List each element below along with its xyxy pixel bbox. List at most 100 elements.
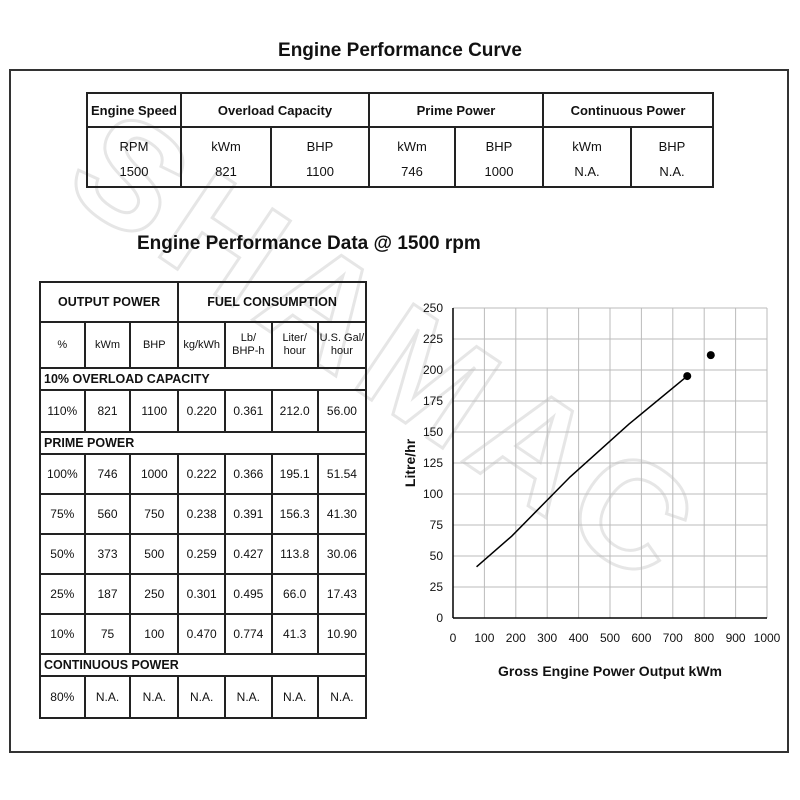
rating-header-prime: Prime Power [368,92,544,128]
y-tick-label: 175 [423,394,443,408]
rating-unit: BHP [270,126,370,164]
x-tick-label: 700 [663,631,683,645]
table-cell: 746 [83,453,132,495]
x-tick-label: 900 [726,631,746,645]
x-tick-label: 400 [569,631,589,645]
table-cell: 1100 [129,389,180,433]
table-cell: 0.427 [224,533,273,575]
perf-title: Engine Performance Data @ 1500 rpm [137,233,481,254]
column-header: kWm [83,321,132,369]
table-cell: 113.8 [270,533,319,575]
table-cell: 212.0 [270,389,319,433]
table-cell: 0.391 [224,493,273,535]
group-header-output: OUTPUT POWER [38,281,180,323]
table-cell: 0.361 [224,389,273,433]
table-cell: 30.06 [316,533,368,575]
y-tick-label: 200 [423,363,443,377]
x-tick-label: 1000 [754,631,781,645]
table-cell: 66.0 [270,573,319,615]
table-row: 25% 187 250 0.301 0.495 66.0 17.43 [39,573,368,615]
rating-value: N.A. [542,164,632,188]
rating-table: Engine Speed Overload Capacity Prime Pow… [86,92,714,188]
y-tick-label: 125 [423,456,443,470]
page-title: Engine Performance Curve [278,40,522,61]
performance-table: OUTPUT POWER FUEL CONSUMPTION % kWm BHP kg/… [38,281,368,719]
table-cell: 75% [39,493,86,535]
y-tick-label: 150 [423,425,443,439]
y-tick-label: 25 [430,580,444,594]
table-cell: 50% [39,533,86,575]
table-cell: 0.301 [177,573,227,615]
table-cell: 0.774 [224,613,273,655]
column-header: Liter/ hour [270,321,319,369]
table-cell: 250 [129,573,180,615]
table-cell: 80% [39,675,86,719]
x-axis-label: Gross Engine Power Output kWm [498,663,722,679]
rating-header-continuous: Continuous Power [542,92,714,128]
table-cell: N.A. [270,675,319,719]
table-row: 100% 746 1000 0.222 0.366 195.1 51.54 [39,453,368,495]
table-cell: 41.3 [270,613,319,655]
y-tick-label: 100 [423,487,443,501]
table-cell: 17.43 [316,573,368,615]
table-cell: 10.90 [316,613,368,655]
table-cell: 156.3 [270,493,319,535]
table-cell: 110% [39,389,86,433]
x-tick-label: 100 [474,631,494,645]
table-cell: 821 [83,389,132,433]
data-point [706,351,715,360]
rating-unit: kWm [368,126,456,164]
x-tick-label: 300 [537,631,557,645]
table-cell: 0.238 [177,493,227,535]
rating-value: 1100 [270,164,370,188]
table-cell: 25% [39,573,86,615]
x-tick-label: 500 [600,631,620,645]
column-header: U.S. Gal/ hour [316,321,368,369]
rating-header-overload: Overload Capacity [180,92,370,128]
y-tick-label: 225 [423,332,443,346]
table-cell: N.A. [129,675,180,719]
x-tick-label: 200 [506,631,526,645]
table-cell: N.A. [83,675,132,719]
content-frame [9,69,789,753]
y-tick-label: 75 [430,518,444,532]
table-cell: 187 [83,573,132,615]
y-tick-label: 250 [423,301,443,315]
table-cell: 75 [83,613,132,655]
table-cell: 750 [129,493,180,535]
table-row: 110% 821 1100 0.220 0.361 212.0 56.00 [39,389,368,433]
table-cell: N.A. [177,675,227,719]
table-row: 75% 560 750 0.238 0.391 156.3 41.30 [39,493,368,535]
table-cell: 51.54 [316,453,368,495]
table-cell: 1000 [129,453,180,495]
table-cell: N.A. [316,675,368,719]
column-header: kg/kWh [177,321,227,369]
column-header: BHP [129,321,180,369]
rating-value: 821 [180,164,272,188]
rating-value: N.A. [630,164,714,188]
table-cell: 500 [129,533,180,575]
rating-unit: kWm [542,126,632,164]
table-cell: 100% [39,453,86,495]
series-line [476,375,688,568]
table-cell: 0.366 [224,453,273,495]
table-cell: 100 [129,613,180,655]
table-cell: 56.00 [316,389,368,433]
table-cell: 0.470 [177,613,227,655]
rating-value: 1000 [454,164,544,188]
data-point [683,372,692,381]
table-row: 80% N.A. N.A. N.A. N.A. N.A. N.A. [39,675,368,719]
rating-unit: BHP [630,126,714,164]
table-cell: 560 [83,493,132,535]
group-header-fuel: FUEL CONSUMPTION [177,281,367,323]
y-tick-label: 0 [436,611,443,625]
table-cell: 195.1 [270,453,319,495]
rating-value: 1500 [86,164,182,188]
y-tick-label: 50 [430,549,444,563]
table-row: 50% 373 500 0.259 0.427 113.8 30.06 [39,533,368,575]
column-header: Lb/ BHP-h [224,321,273,369]
x-tick-label: 800 [694,631,714,645]
section-label: 10% OVERLOAD CAPACITY [39,367,367,391]
table-cell: 0.495 [224,573,273,615]
rating-unit: kWm [180,126,272,164]
